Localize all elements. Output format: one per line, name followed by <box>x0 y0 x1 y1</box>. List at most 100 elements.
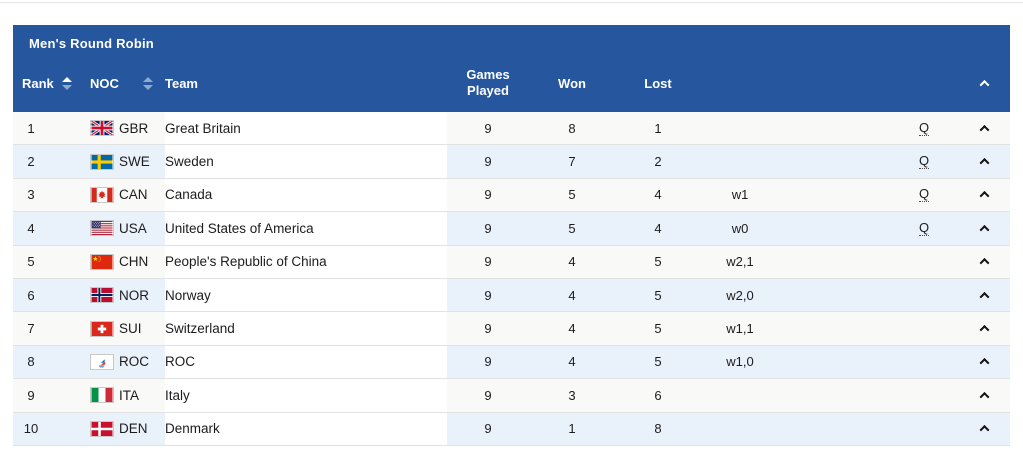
table-row[interactable]: 10 DEN Denmark 9 1 8 <box>13 412 1010 446</box>
rank-value: 4 <box>27 220 35 236</box>
rank-cell: 2 <box>13 145 77 177</box>
column-header-noc[interactable]: NOC <box>77 54 165 112</box>
column-header-lost: Lost <box>615 54 701 112</box>
qualified-badge[interactable]: Q <box>918 119 930 136</box>
rank-value: 9 <box>27 387 35 403</box>
rank-value: 1 <box>27 120 35 136</box>
games-played-cell: 9 <box>484 354 492 370</box>
rank-cell: 7 <box>13 312 77 344</box>
chevron-up-icon[interactable] <box>979 258 990 269</box>
noc-column-label: NOC <box>90 75 119 91</box>
rank-value: 8 <box>27 354 35 370</box>
team-name: Canada <box>165 187 213 203</box>
team-cell: Great Britain <box>165 112 447 145</box>
rank-cell: 9 <box>13 379 77 411</box>
table-row[interactable]: 3 CAN Canada 9 5 4 w1 Q <box>13 178 1010 213</box>
won-cell: 4 <box>568 254 576 270</box>
flag-roc <box>90 353 114 370</box>
chevron-up-icon[interactable] <box>979 79 990 90</box>
games-played-cell: 9 <box>484 220 492 236</box>
team-cell: Norway <box>165 278 447 312</box>
expand-cell <box>959 145 1010 177</box>
flag-swe <box>90 153 114 170</box>
qualified-badge[interactable]: Q <box>918 153 930 170</box>
spacer-cell <box>779 112 889 144</box>
lost-cell: 5 <box>654 321 662 337</box>
table-row[interactable]: 2 SWE Sweden 9 7 2 Q <box>13 145 1010 179</box>
tiebreak-cell <box>701 112 779 144</box>
noc-cell: ITA <box>77 379 165 411</box>
rank-value: 2 <box>27 154 35 170</box>
column-header-tiebreak <box>701 54 779 112</box>
expand-cell <box>959 346 1010 378</box>
chevron-up-icon[interactable] <box>979 158 990 168</box>
chevron-up-icon[interactable] <box>979 425 990 436</box>
team-name: Italy <box>165 387 190 403</box>
qualified-badge[interactable]: Q <box>918 219 930 236</box>
games-played-cell: 9 <box>484 287 492 303</box>
table-row[interactable]: 1 GBR Great Britain 9 8 1 Q <box>13 112 1010 146</box>
column-header-collapse[interactable] <box>959 54 1010 112</box>
table-row[interactable]: 5 CHN People's Republic of China 9 4 5 w… <box>13 245 1010 279</box>
rank-value: 7 <box>27 321 35 337</box>
games-played-cell: 9 <box>484 187 492 203</box>
noc-cell: GBR <box>77 112 165 144</box>
lost-cell: 4 <box>654 220 662 236</box>
noc-code: CHN <box>119 254 149 270</box>
tiebreak-cell <box>701 379 779 411</box>
team-cell: Switzerland <box>165 312 447 345</box>
noc-code: USA <box>119 220 147 236</box>
column-header-qualified <box>889 54 959 112</box>
won-cell: 4 <box>568 354 576 370</box>
chevron-up-icon[interactable] <box>979 324 990 335</box>
flag-can <box>90 186 114 203</box>
team-cell: Canada <box>165 178 447 212</box>
rank-value: 5 <box>27 254 35 270</box>
column-header-spacer <box>779 54 889 112</box>
chevron-up-icon[interactable] <box>979 124 990 135</box>
table-row[interactable]: 9 ITA Italy 9 3 6 <box>13 379 1010 413</box>
qualified-cell: Q <box>889 212 959 244</box>
flag-ita <box>90 387 114 404</box>
spacer-cell <box>779 212 889 244</box>
noc-cell: DEN <box>77 413 165 445</box>
table-header: Men's Round Robin Rank NOC Team <box>13 25 1010 112</box>
tiebreak-value: w1,0 <box>726 354 754 370</box>
table-row[interactable]: 8 ROC ROC 9 4 5 w1,0 <box>13 345 1010 380</box>
column-header-won: Won <box>529 54 615 112</box>
won-cell: 3 <box>568 387 576 403</box>
chevron-up-icon[interactable] <box>979 391 990 402</box>
expand-cell <box>959 112 1010 144</box>
table-row[interactable]: 4 USA United States of America 9 5 4 w0 … <box>13 212 1010 246</box>
qualified-badge[interactable]: Q <box>918 186 930 203</box>
won-cell: 4 <box>568 287 576 303</box>
games-played-cell: 9 <box>484 321 492 337</box>
sort-updown-icon[interactable] <box>61 76 72 90</box>
team-name: Sweden <box>165 154 214 170</box>
lost-column-label: Lost <box>644 75 672 91</box>
column-header-rank[interactable]: Rank <box>13 54 77 112</box>
tiebreak-cell: w1,0 <box>701 346 779 378</box>
sort-updown-icon[interactable] <box>143 76 153 90</box>
spacer-cell <box>779 312 889 344</box>
chevron-up-icon[interactable] <box>979 224 990 235</box>
expand-cell <box>959 246 1010 278</box>
lost-cell: 5 <box>654 287 662 303</box>
expand-cell <box>959 312 1010 344</box>
qualified-cell: Q <box>889 145 959 177</box>
team-name: Great Britain <box>165 120 241 136</box>
team-cell: People's Republic of China <box>165 245 447 278</box>
tiebreak-value: w2,0 <box>726 287 754 303</box>
table-row[interactable]: 6 NOR Norway 9 4 5 w2,0 <box>13 278 1010 313</box>
table-row[interactable]: 7 SUI Switzerland 9 4 5 w1,1 <box>13 312 1010 346</box>
spacer-cell <box>779 179 889 211</box>
rank-cell: 3 <box>13 179 77 211</box>
noc-code: ITA <box>119 387 139 403</box>
chevron-up-icon[interactable] <box>979 291 990 302</box>
team-name: Denmark <box>165 421 220 437</box>
expand-cell <box>959 379 1010 411</box>
noc-cell: ROC <box>77 346 165 378</box>
won-column-label: Won <box>558 75 586 91</box>
chevron-up-icon[interactable] <box>979 358 990 369</box>
chevron-up-icon[interactable] <box>979 191 990 202</box>
